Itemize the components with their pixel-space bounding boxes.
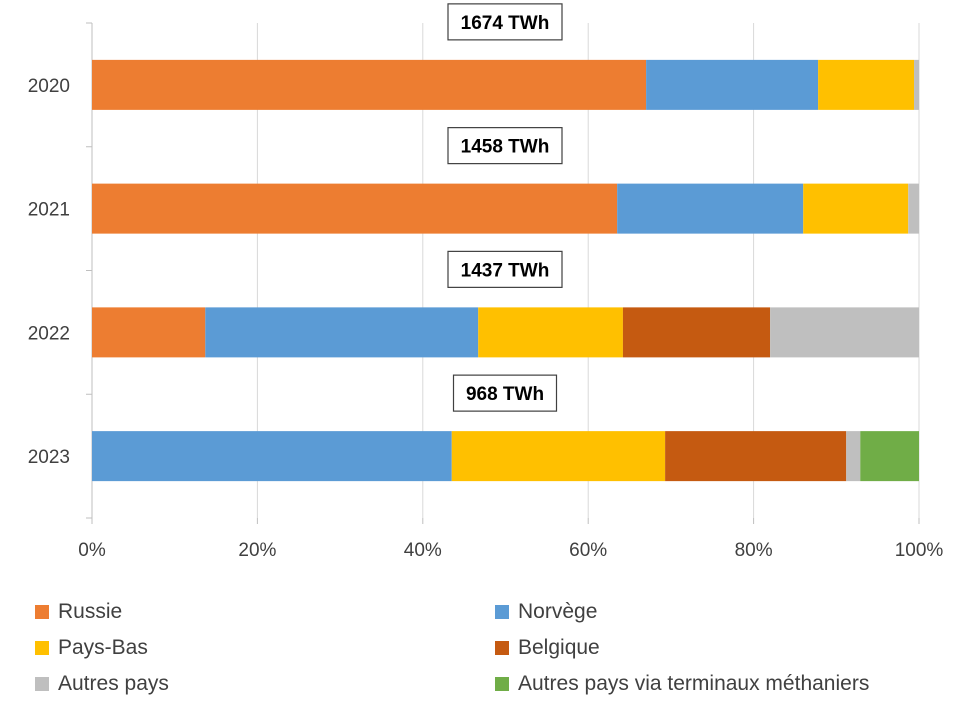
x-tick-label: 100% [895, 540, 944, 561]
total-label: 968 TWh [452, 374, 558, 412]
y-tick-label: 2023 [28, 447, 70, 468]
total-label-text: 968 TWh [466, 384, 544, 405]
legend-label: Russie [58, 600, 123, 623]
total-label: 1437 TWh [447, 250, 563, 288]
legend-swatch [35, 677, 49, 691]
bar-segment [860, 431, 919, 482]
x-tick-label: 40% [404, 540, 442, 561]
legend-label: Pays-Bas [58, 636, 148, 659]
legend-swatch [35, 641, 49, 655]
bars [92, 59, 919, 482]
bar-segment [478, 307, 623, 358]
legend-label: Autres pays [58, 672, 169, 695]
total-label-box [447, 127, 563, 165]
x-tick-label: 80% [735, 540, 773, 561]
bar-segment [803, 183, 909, 234]
bar-segment [818, 59, 915, 110]
bar-segment [451, 431, 666, 482]
legend-item: Autres pays via terminaux méthaniers [495, 668, 869, 700]
y-tick-label: 2021 [28, 200, 70, 221]
y-tick-label: 2022 [28, 323, 70, 344]
bar-segment [92, 59, 647, 110]
legend-label: Autres pays via terminaux méthaniers [518, 672, 870, 695]
x-tick-label: 60% [569, 540, 607, 561]
legend-swatch [495, 605, 509, 619]
bar-segment [617, 183, 804, 234]
bar-segment [914, 59, 919, 110]
x-tick-label: 20% [238, 540, 276, 561]
total-label-text: 1674 TWh [461, 13, 550, 34]
legend-item: Belgique [495, 632, 600, 664]
legend-label: Belgique [518, 636, 600, 659]
y-tick-label: 2020 [28, 76, 70, 97]
total-label-text: 1437 TWh [461, 260, 550, 281]
total-label-box [447, 250, 563, 288]
legend-item: Autres pays [35, 668, 169, 700]
legend-item: Norvège [495, 596, 597, 628]
bar-segment [92, 431, 452, 482]
bar-segment [770, 307, 919, 358]
labels: 0% 20% 40% 60% 80% 100% 2020 1674 TWh 2021 1458 T… [28, 3, 944, 561]
total-label-box [447, 3, 563, 41]
bar-segment [622, 307, 771, 358]
legend-label: Norvège [518, 600, 598, 623]
bar-segment [846, 431, 861, 482]
total-label-text: 1458 TWh [461, 137, 550, 158]
bar-segment [646, 59, 819, 110]
x-tick-label: 0% [78, 540, 106, 561]
bar-segment [665, 431, 847, 482]
bar-segment [92, 307, 206, 358]
bar-segment [908, 183, 919, 234]
legend-item: Pays-Bas [35, 632, 148, 664]
legend-swatch [495, 677, 509, 691]
total-label-box [452, 374, 558, 412]
legend-swatch [35, 605, 49, 619]
legend-swatch [495, 641, 509, 655]
stacked-bar-chart: 0% 20% 40% 60% 80% 100% 2020 1674 TWh 2021 1458 T… [28, 3, 944, 561]
total-label: 1674 TWh [447, 3, 563, 41]
bar-segment [205, 307, 479, 358]
bar-segment [92, 183, 618, 234]
total-label: 1458 TWh [447, 127, 563, 165]
legend-item: Russie [35, 596, 122, 628]
